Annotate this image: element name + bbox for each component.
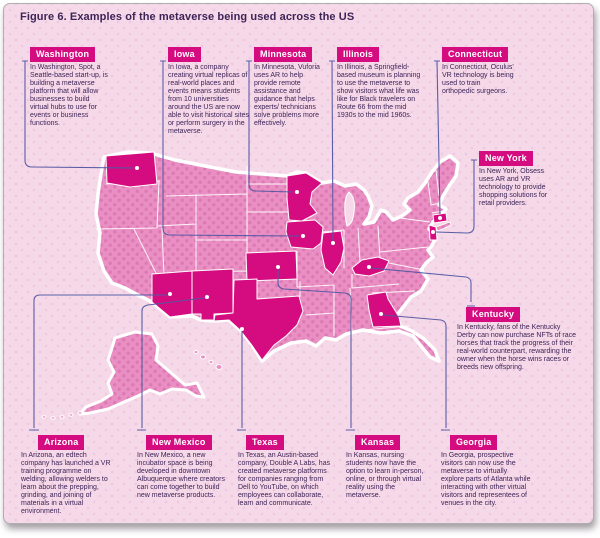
dot-washington bbox=[135, 166, 139, 170]
callout-washington: Washington In Washington, Spot, a Seattl… bbox=[30, 44, 110, 128]
dot-illinois bbox=[331, 241, 335, 245]
callout-minnesota: Minnesota In Minnesota, Vuforia uses AR … bbox=[254, 44, 326, 128]
connector-georgia bbox=[382, 314, 450, 431]
callout-new-mexico-text: In New Mexico, a new incubator space is … bbox=[137, 452, 225, 499]
connector-kentucky bbox=[370, 267, 475, 307]
callout-washington-label: Washington bbox=[30, 47, 96, 62]
callout-washington-text: In Washington, Spot, a Seattle-based sta… bbox=[30, 64, 108, 127]
state-minnesota bbox=[286, 172, 323, 222]
connector-connecticut bbox=[434, 60, 441, 215]
callout-kentucky-label: Kentucky bbox=[466, 307, 521, 322]
callout-kansas-label: Kansas bbox=[355, 435, 401, 450]
callout-texas: Texas In Texas, an Austin-based company,… bbox=[238, 432, 336, 508]
callout-arizona-text: In Arizona, an edtech company has launch… bbox=[21, 452, 111, 515]
connector-kansas bbox=[277, 269, 355, 431]
callout-minnesota-label: Minnesota bbox=[254, 47, 313, 62]
callout-illinois-label: Illinois bbox=[337, 47, 380, 62]
callout-illinois-text: In Illinois, a Springfield-based museum … bbox=[337, 64, 421, 119]
state-marker-dots bbox=[135, 166, 442, 331]
lake-michigan bbox=[344, 191, 355, 227]
callout-georgia-label: Georgia bbox=[450, 435, 498, 450]
dot-new-jersey bbox=[431, 230, 435, 234]
dot-georgia bbox=[379, 312, 383, 316]
dot-connecticut bbox=[438, 216, 442, 220]
callout-new-york: New York In New York, Obsess uses AR and… bbox=[479, 148, 555, 208]
callout-arizona: Arizona In Arizona, an edtech company ha… bbox=[21, 432, 117, 516]
callout-connecticut-label: Connecticut bbox=[442, 47, 509, 62]
callout-new-mexico: New Mexico In New Mexico, a new incubato… bbox=[137, 432, 225, 500]
connector-texas bbox=[237, 331, 246, 431]
hawaii-islands bbox=[193, 350, 223, 370]
connector-washington bbox=[22, 60, 135, 169]
highlighted-states bbox=[105, 151, 448, 361]
dot-minnesota bbox=[295, 190, 299, 194]
callout-kansas-text: In Kansas, nursing students now have the… bbox=[346, 452, 424, 499]
callout-georgia-text: In Georgia, prospective visitors can now… bbox=[441, 452, 531, 507]
callout-iowa-label: Iowa bbox=[168, 47, 201, 62]
long-island bbox=[435, 221, 452, 232]
dot-kansas bbox=[276, 265, 280, 269]
state-iowa bbox=[285, 219, 324, 250]
callout-new-york-text: In New York, Obsess uses AR and VR techn… bbox=[479, 168, 548, 207]
connector-minnesota bbox=[246, 60, 295, 193]
connector-arizona bbox=[29, 294, 167, 431]
callout-texas-text: In Texas, an Austin-based company, Doubl… bbox=[238, 452, 331, 507]
callout-connecticut-text: In Connecticut, Oculus' VR technology is… bbox=[442, 64, 514, 95]
connector-new-york bbox=[435, 159, 477, 234]
callout-georgia: Georgia In Georgia, prospective visitors… bbox=[441, 432, 531, 508]
state-washington bbox=[105, 151, 158, 188]
callout-kentucky-text: In Kentucky, fans of the Kentucky Derby … bbox=[457, 324, 577, 371]
state-georgia bbox=[366, 291, 402, 328]
connector-iowa bbox=[160, 60, 300, 237]
callout-arizona-label: Arizona bbox=[38, 435, 85, 450]
connector-lines bbox=[22, 60, 477, 431]
dot-kentucky bbox=[367, 265, 371, 269]
state-texas bbox=[213, 278, 304, 361]
figure-title: Figure 6. Examples of the metaverse bein… bbox=[20, 11, 355, 23]
callout-texas-label: Texas bbox=[246, 435, 284, 450]
callout-iowa: Iowa In Iowa, a company creating virtual… bbox=[168, 44, 250, 136]
dot-texas bbox=[240, 327, 244, 331]
aleutian-islands bbox=[41, 411, 83, 420]
state-illinois bbox=[320, 230, 345, 276]
callout-connecticut: Connecticut In Connecticut, Oculus' VR t… bbox=[442, 44, 514, 96]
callout-new-mexico-label: New Mexico bbox=[146, 435, 212, 450]
callout-new-york-label: New York bbox=[479, 151, 533, 166]
connector-new-mexico bbox=[137, 297, 205, 431]
dot-arizona bbox=[168, 292, 172, 296]
state-new-mexico bbox=[191, 268, 234, 321]
state-kansas bbox=[245, 250, 298, 282]
callout-minnesota-text: In Minnesota, Vuforia uses AR to help pr… bbox=[254, 64, 320, 127]
dot-new-mexico bbox=[205, 295, 209, 299]
dot-iowa bbox=[301, 234, 305, 238]
callout-illinois: Illinois In Illinois, a Springfield-base… bbox=[337, 44, 421, 120]
callout-iowa-text: In Iowa, a company creating virtual repl… bbox=[168, 64, 249, 135]
callout-kentucky: Kentucky In Kentucky, fans of the Kentuc… bbox=[457, 304, 577, 372]
connector-illinois bbox=[329, 60, 335, 242]
callout-kansas: Kansas In Kansas, nursing students now h… bbox=[346, 432, 424, 500]
